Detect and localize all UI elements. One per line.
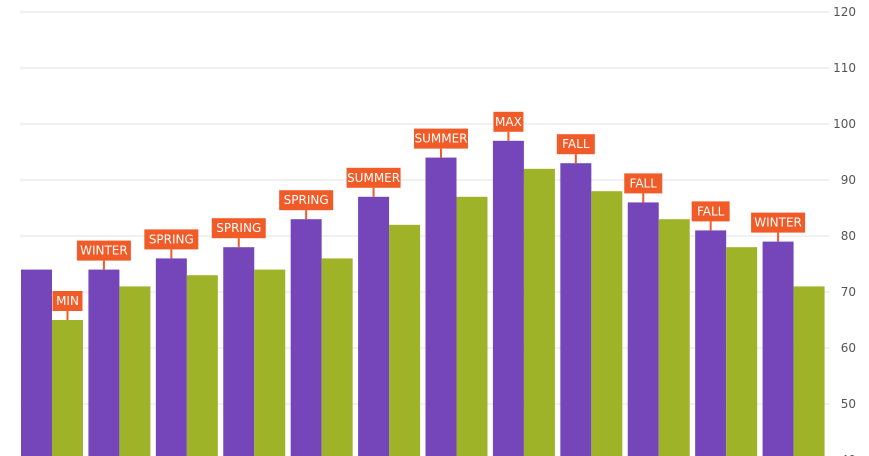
y-tick-label: 70 [841, 285, 856, 299]
annotation-label: WINTER [754, 216, 802, 230]
bar-series-2-category-3 [186, 275, 218, 456]
annotation-box [144, 229, 199, 250]
bar-series-2-category-5 [321, 258, 353, 456]
annotation-label: FALL [630, 176, 658, 190]
annotations: MIN WINTER SPRING SPRING SPRING SUMMER SUMMER M… [52, 111, 806, 320]
bar-series-1-category-8 [492, 140, 524, 456]
bar-series-1-category-11 [695, 230, 727, 456]
annotation-box [691, 201, 730, 222]
bar-series-2-category-7 [456, 196, 488, 456]
y-tick-label: 120 [833, 5, 856, 19]
bar-series-1-category-5 [290, 219, 322, 456]
annotation-min: MIN [52, 291, 83, 320]
bar-series-2-category-8 [523, 168, 555, 456]
bar-series-2-category-11 [726, 247, 758, 456]
annotation-box [76, 240, 131, 261]
annotation-box [211, 218, 266, 239]
annotation-fall: FALL [556, 134, 595, 164]
annotation-label: SUMMER [347, 171, 400, 185]
annotation-summer: SUMMER [414, 128, 468, 158]
bar-series-1-category-9 [560, 163, 592, 456]
annotation-winter: WINTER [76, 240, 131, 270]
bar-series-1-category-4 [223, 247, 255, 456]
bar-series-2-category-12 [793, 286, 825, 456]
annotation-summer: SUMMER [346, 167, 401, 197]
annotation-max: MAX [493, 111, 524, 141]
annotation-box [346, 167, 401, 188]
annotation-label: WINTER [80, 244, 128, 258]
bar-series-1-category-7 [425, 157, 457, 456]
bar-series-1-category-6 [358, 196, 390, 456]
annotation-box [556, 134, 595, 155]
y-tick-label: 90 [841, 173, 856, 187]
annotation-label: MAX [495, 115, 522, 129]
annotation-label: SUMMER [414, 132, 467, 146]
y-tick-label: 80 [841, 229, 856, 243]
bar-series-2-category-2 [119, 286, 151, 456]
y-tick-label: 100 [833, 117, 856, 131]
y-tick-label: 110 [833, 61, 856, 75]
annotation-winter: WINTER [751, 212, 806, 242]
bar-series-2-category-4 [254, 269, 286, 456]
bars [21, 140, 825, 456]
annotation-label: SPRING [284, 193, 329, 207]
bar-series-2-category-1 [52, 320, 83, 456]
annotation-box [414, 128, 468, 149]
annotation-spring: SPRING [144, 229, 199, 259]
bar-series-2-category-9 [591, 191, 623, 456]
annotation-label: FALL [562, 137, 590, 151]
annotation-box [493, 111, 524, 132]
annotation-box [52, 291, 83, 311]
bar-series-1-category-2 [88, 269, 120, 456]
annotation-box [279, 190, 334, 211]
annotation-label: SPRING [216, 221, 261, 235]
y-tick-label: 50 [841, 397, 856, 411]
annotation-box [751, 212, 806, 233]
annotation-fall: FALL [624, 173, 663, 203]
y-axis: 40 50 60 70 80 90 100 110 120 [833, 5, 856, 456]
y-tick-label: 40 [841, 453, 856, 456]
bar-series-1-category-3 [155, 258, 187, 456]
annotation-label: SPRING [149, 232, 194, 246]
bar-series-1-category-1 [21, 269, 52, 456]
annotation-fall: FALL [691, 201, 730, 231]
y-tick-label: 60 [841, 341, 856, 355]
annotation-label: MIN [56, 294, 79, 308]
annotation-spring: SPRING [279, 190, 334, 220]
annotation-box [624, 173, 663, 194]
bar-series-2-category-6 [389, 224, 421, 456]
annotation-spring: SPRING [211, 218, 266, 248]
bar-series-1-category-12 [762, 241, 794, 456]
bar-series-1-category-10 [627, 202, 659, 456]
bar-series-2-category-10 [658, 219, 690, 456]
annotation-label: FALL [697, 204, 725, 218]
